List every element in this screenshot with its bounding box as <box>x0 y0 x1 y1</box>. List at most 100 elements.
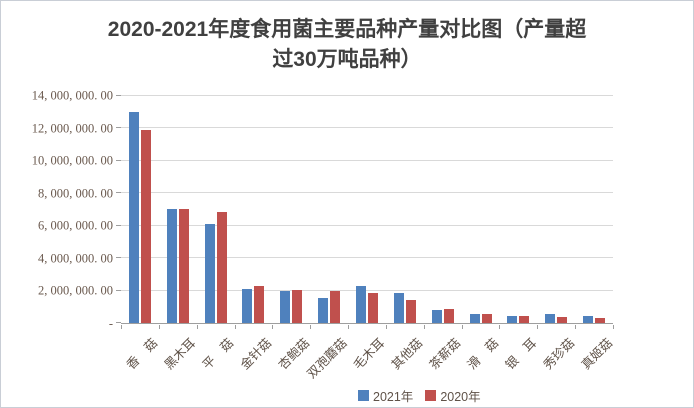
y-axis-tick <box>116 289 121 291</box>
bar-2021年-杏鲍菇 <box>280 290 291 323</box>
chart-title: 2020-2021年度食用菌主要品种产量对比图（产量超 过30万吨品种） <box>1 15 693 75</box>
bar-2020年-真姬菇 <box>595 317 606 323</box>
bar-2021年-黑木耳 <box>166 208 177 323</box>
bar-group-双孢蘑菇 <box>310 96 348 323</box>
bar-group-银耳 <box>499 96 537 323</box>
bars-layer <box>121 96 613 323</box>
bar-group-其他菇 <box>386 96 424 323</box>
legend-swatch-icon <box>358 390 369 401</box>
y-tick-label: 8, 000, 000. 00 <box>38 186 113 201</box>
bar-group-真姬菇 <box>575 96 613 323</box>
x-axis-tick <box>121 325 122 329</box>
y-axis-tick <box>116 224 121 226</box>
y-tick-label: 2, 000, 000. 00 <box>38 283 113 298</box>
bar-2021年-其他菇 <box>393 293 404 323</box>
y-axis-tick <box>116 322 121 323</box>
gridline <box>121 159 613 161</box>
chart-title-line1: 2020-2021年度食用菌主要品种产量对比图（产量超 <box>107 18 587 41</box>
x-tick-label: 双孢蘑菇 <box>304 335 350 382</box>
bar-group-茶薪菇 <box>424 96 462 323</box>
bar-2020年-平菇 <box>216 211 227 323</box>
y-axis-labels: - 2, 000, 000. 00 4, 000, 000. 00 6, 000, 0… <box>1 89 113 331</box>
bar-2021年-茶薪菇 <box>431 309 442 323</box>
bar-2020年-秀珍菇 <box>557 317 568 323</box>
bar-2020年-毛木耳 <box>367 293 378 323</box>
x-tick-label: 金针菇 <box>237 335 275 373</box>
gridline <box>121 192 613 194</box>
bar-2020年-金针菇 <box>254 286 265 323</box>
legend-label: 2020年 <box>440 390 481 404</box>
bar-2021年-银耳 <box>507 316 518 323</box>
y-tick-label: 10, 000, 000. 00 <box>31 153 113 168</box>
bar-group-平菇 <box>197 96 235 323</box>
bar-group-滑菇 <box>462 96 500 323</box>
x-tick-label: 滑 菇 <box>464 335 502 373</box>
bar-2020年-其他菇 <box>405 300 416 323</box>
x-axis-labels: 香 菇黑木耳平 菇金针菇 杏鲍菇 双孢蘑菇 毛木耳 其他菇 茶薪菇滑 菇银 耳秀珍菇 真姬菇 <box>121 327 615 389</box>
x-axis-tick <box>348 325 350 329</box>
bar-2020年-茶薪菇 <box>443 308 454 323</box>
x-axis-tick <box>613 325 614 329</box>
y-tick-label: 14, 000, 000. 00 <box>31 88 113 103</box>
bar-group-黑木耳 <box>159 96 197 323</box>
y-axis-tick <box>116 127 121 129</box>
gridline <box>121 257 613 259</box>
x-tick-label: 秀珍菇 <box>540 335 577 373</box>
y-tick-label: 6, 000, 000. 00 <box>38 218 113 233</box>
x-axis-tick <box>423 325 425 329</box>
bar-2021年-毛木耳 <box>355 286 366 323</box>
bar-2020年-银耳 <box>519 315 530 323</box>
x-axis-tick <box>196 325 198 329</box>
y-tick-label: 12, 000, 000. 00 <box>31 121 113 136</box>
bar-group-秀珍菇 <box>537 96 575 323</box>
x-axis-ticks <box>121 325 614 329</box>
gridline <box>121 289 613 291</box>
bar-2021年-双孢蘑菇 <box>318 297 329 323</box>
x-tick-label: 其他菇 <box>389 335 426 373</box>
legend-swatch-icon <box>425 390 437 401</box>
x-axis-tick <box>234 325 236 329</box>
x-axis-tick <box>499 325 501 329</box>
x-axis-tick <box>158 325 160 329</box>
plot-area <box>116 95 613 324</box>
legend: 2021年 2020年 <box>358 386 481 405</box>
bar-2020年-香菇 <box>140 130 151 323</box>
legend-item-2021年: 2021年 <box>358 386 413 405</box>
x-tick-label: 平 菇 <box>199 335 237 373</box>
bar-2021年-滑菇 <box>469 313 480 323</box>
bar-2020年-滑菇 <box>481 314 492 323</box>
bar-2021年-平菇 <box>204 224 215 323</box>
x-axis-tick <box>461 325 463 329</box>
gridline <box>121 95 613 96</box>
bar-2021年-金针菇 <box>242 288 253 323</box>
gridline <box>121 127 613 129</box>
x-tick-label: 真姬菇 <box>578 335 615 373</box>
y-axis-tick <box>116 257 121 259</box>
bar-group-香菇 <box>121 96 159 323</box>
bar-2021年-香菇 <box>128 112 139 323</box>
x-tick-label: 银 耳 <box>502 335 540 373</box>
bar-2020年-黑木耳 <box>178 208 189 323</box>
y-axis-tick <box>116 192 121 194</box>
bar-2021年-秀珍菇 <box>545 313 556 323</box>
bar-group-毛木耳 <box>348 96 386 323</box>
bar-2020年-双孢蘑菇 <box>330 290 341 323</box>
x-axis-tick <box>385 325 387 329</box>
x-tick-label: 毛木耳 <box>351 335 388 373</box>
x-axis-tick <box>310 325 312 329</box>
legend-item-2020年: 2020年 <box>425 386 481 405</box>
y-tick-label: - <box>108 316 113 331</box>
y-axis-tick <box>116 159 121 161</box>
bar-2020年-杏鲍菇 <box>292 289 303 323</box>
y-axis-tick <box>116 95 121 96</box>
y-tick-label: 4, 000, 000. 00 <box>38 251 113 266</box>
x-tick-label: 茶薪菇 <box>426 335 464 373</box>
x-axis-tick <box>537 325 539 329</box>
x-tick-label: 黑木耳 <box>162 335 199 373</box>
x-tick-label: 香 菇 <box>124 335 161 373</box>
bar-2021年-真姬菇 <box>583 315 594 323</box>
x-axis-tick <box>575 325 577 329</box>
legend-label: 2021年 <box>373 390 414 404</box>
bar-group-金针菇 <box>235 96 273 323</box>
